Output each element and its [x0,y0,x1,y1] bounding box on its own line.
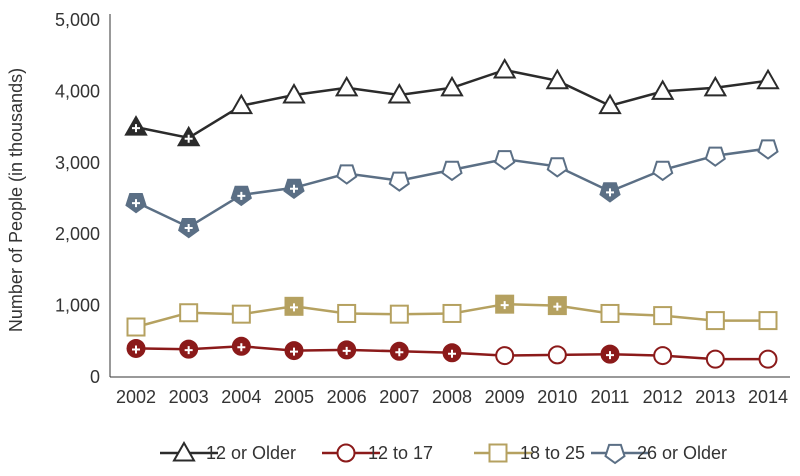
legend-label: 18 to 25 [520,443,585,463]
x-tick-label: 2011 [591,387,630,407]
legend-label: 26 or Older [637,443,727,463]
legend-item: 12 to 17 [322,443,433,463]
legend-marker [604,443,626,465]
data-point [229,93,254,115]
marker-cross [290,303,298,312]
marker-cross [132,124,140,133]
x-tick-label: 2009 [485,387,525,407]
series [126,336,778,369]
data-point [756,68,780,90]
marker-cross [184,134,193,143]
y-tick-label: 5,000 [55,10,100,30]
x-tick-label: 2013 [695,387,735,407]
data-point [653,306,673,326]
data-point [652,160,674,182]
x-tick-label: 2007 [379,387,419,407]
data-point [705,311,725,331]
data-point [703,75,728,97]
legend-label: 12 or Older [206,443,296,463]
marker-cross [395,348,404,357]
legend-item: 18 to 25 [474,443,585,463]
data-point [334,75,359,97]
y-tick-label: 3,000 [55,153,100,173]
data-point [337,303,357,323]
data-point [758,349,778,369]
data-point [389,304,409,324]
series [126,294,778,337]
marker-cross [237,191,246,200]
data-point [336,164,358,185]
data-point [387,82,412,104]
x-tick-label: 2006 [327,387,367,407]
data-point [705,349,725,369]
data-point [546,157,568,178]
data-point [441,160,463,182]
marker-cross [237,343,246,352]
y-tick-label: 2,000 [55,224,100,244]
legend-marker [336,443,356,463]
series-line [135,147,769,229]
marker-cross [342,346,351,355]
marker-cross [606,188,614,197]
x-axis-ticks: 2002 2003 2004 2005 2006 2007 2008 2009 2010 2011… [116,387,788,407]
data-point [440,75,464,97]
marker-cross [132,199,140,208]
y-tick-label: 4,000 [55,81,100,101]
marker-cross [553,302,562,311]
legend-item: 26 or Older [591,443,727,465]
data-point [650,79,675,100]
data-point [547,345,567,365]
data-point [388,171,410,192]
data-point [653,346,673,366]
data-point [757,139,779,160]
legend-marker [172,440,196,462]
marker-cross [184,346,193,355]
x-tick-label: 2005 [274,387,314,407]
marker-cross [290,347,298,356]
data-point [758,311,778,331]
series [125,139,779,239]
x-tick-label: 2003 [169,387,209,407]
x-tick-label: 2014 [748,387,788,407]
marker-cross [290,184,298,193]
x-tick-label: 2002 [116,387,156,407]
y-tick-label: 0 [90,367,100,387]
data-point [495,346,515,366]
data-point [282,82,306,104]
y-axis-title: Number of People (in thousands) [6,68,26,332]
series-group [124,57,780,369]
data-point [598,93,622,115]
data-point [600,303,620,323]
legend-item: 12 or Older [160,440,296,463]
y-axis-ticks: 0 1,000 2,000 3,000 4,000 5,000 [55,10,100,387]
series [124,57,780,147]
marker-cross [448,349,456,358]
marker-cross [132,345,140,354]
data-point [494,150,516,171]
legend-label: 12 to 17 [368,443,433,463]
marker-cross [500,301,509,310]
data-point [231,304,251,324]
data-point [126,317,146,337]
marker-cross [606,351,614,360]
data-point [545,68,570,90]
legend: 12 or Older 12 to 17 18 to 25 26 or Older [160,440,727,465]
x-tick-label: 2008 [432,387,472,407]
x-tick-label: 2004 [221,387,261,407]
axes [109,14,790,378]
x-tick-label: 2010 [537,387,577,407]
data-point [179,303,199,323]
data-point [492,57,517,79]
data-point [442,303,462,323]
x-tick-label: 2012 [643,387,683,407]
legend-marker [488,443,508,463]
data-point [704,146,726,167]
y-tick-label: 1,000 [55,296,100,316]
marker-cross [184,224,193,233]
